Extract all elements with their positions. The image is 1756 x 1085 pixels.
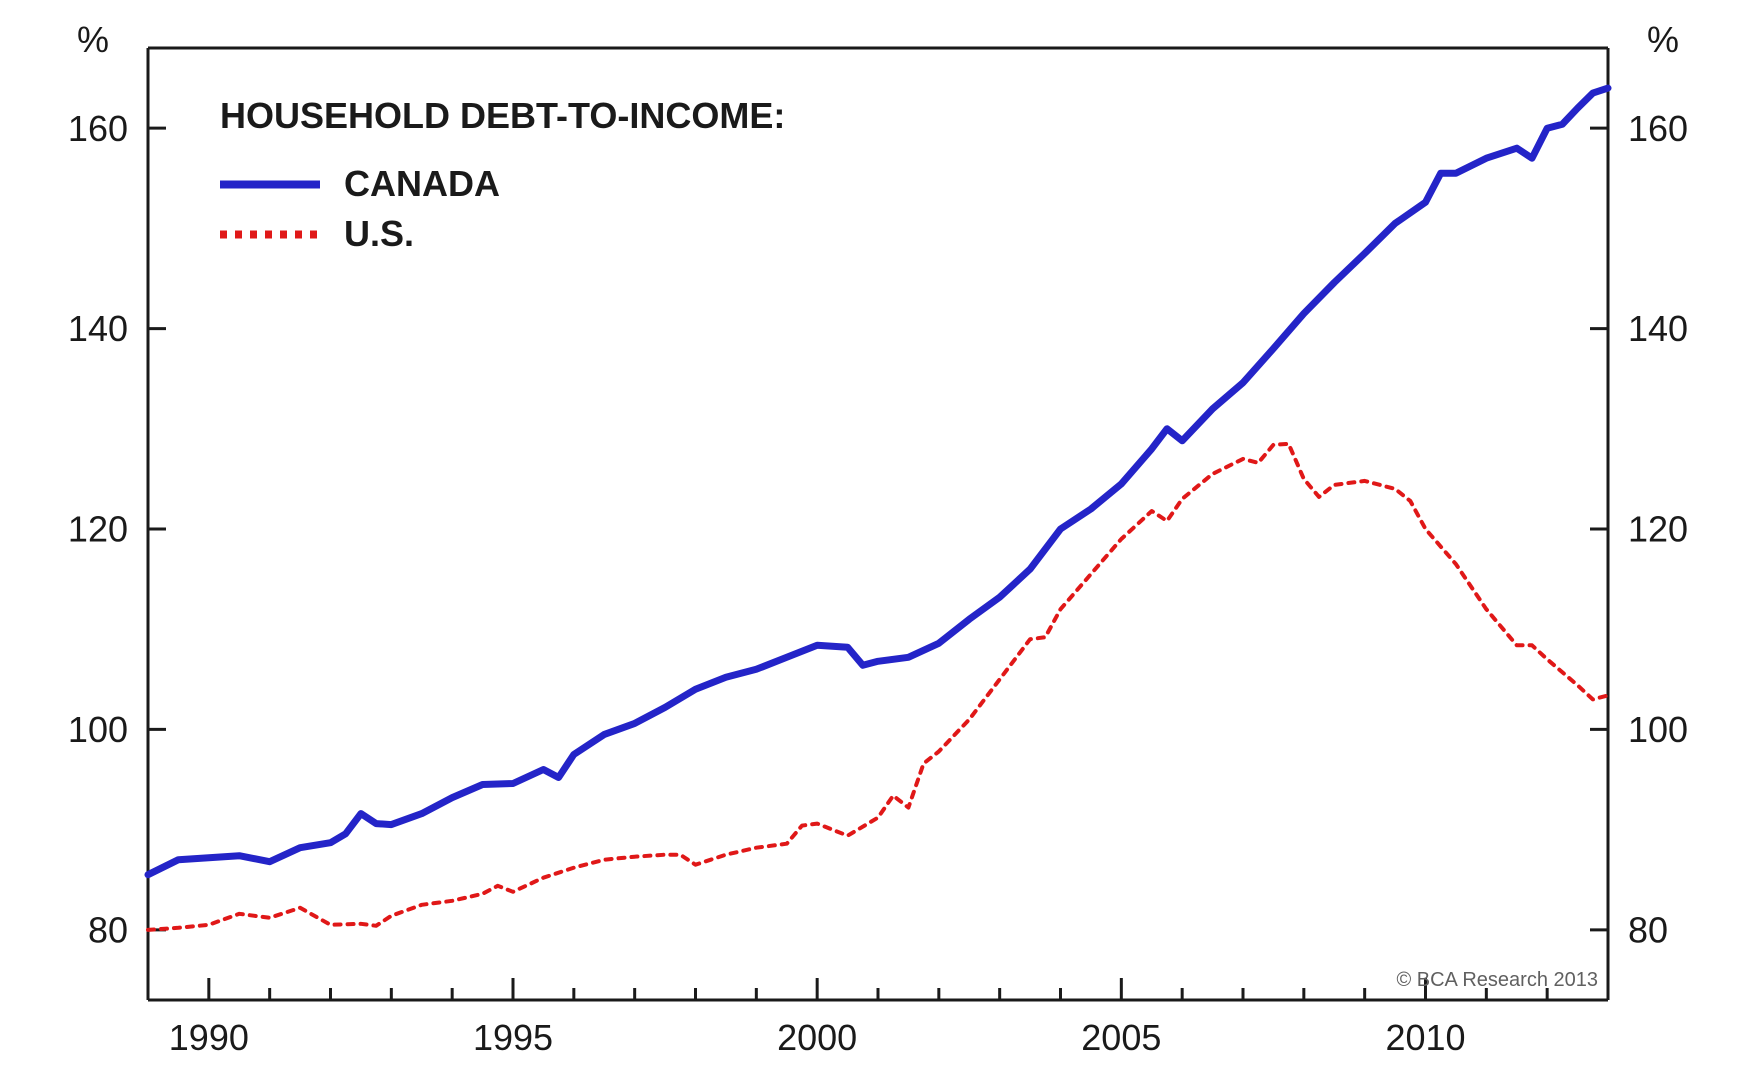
- y-tick-label-right: 140: [1628, 308, 1688, 349]
- legend-label: U.S.: [344, 213, 414, 254]
- legend-label: CANADA: [344, 163, 500, 204]
- debt-to-income-chart: 80 100 120 140 160 80 100 120 140 160 1990 1995 20…: [0, 0, 1756, 1085]
- chart-background: [0, 0, 1756, 1085]
- y-tick-label-right: 120: [1628, 509, 1688, 550]
- y-tick-label-left: 140: [68, 308, 128, 349]
- x-tick-label: 2005: [1081, 1017, 1161, 1058]
- y-tick-label-left: 160: [68, 108, 128, 149]
- y-tick-label-left: 80: [88, 909, 128, 950]
- x-tick-label: 2010: [1385, 1017, 1465, 1058]
- x-tick-label: 1995: [473, 1017, 553, 1058]
- y-unit-label-right: %: [1647, 19, 1679, 60]
- y-tick-label-right: 160: [1628, 108, 1688, 149]
- x-tick-label: 2000: [777, 1017, 857, 1058]
- y-tick-label-left: 100: [68, 709, 128, 750]
- y-tick-label-left: 120: [68, 509, 128, 550]
- copyright-text: © BCA Research 2013: [1396, 969, 1598, 991]
- legend-title: HOUSEHOLD DEBT-TO-INCOME:: [220, 95, 785, 136]
- y-unit-label-left: %: [77, 19, 109, 60]
- y-tick-label-right: 100: [1628, 709, 1688, 750]
- y-tick-label-right: 80: [1628, 909, 1668, 950]
- x-tick-label: 1990: [169, 1017, 249, 1058]
